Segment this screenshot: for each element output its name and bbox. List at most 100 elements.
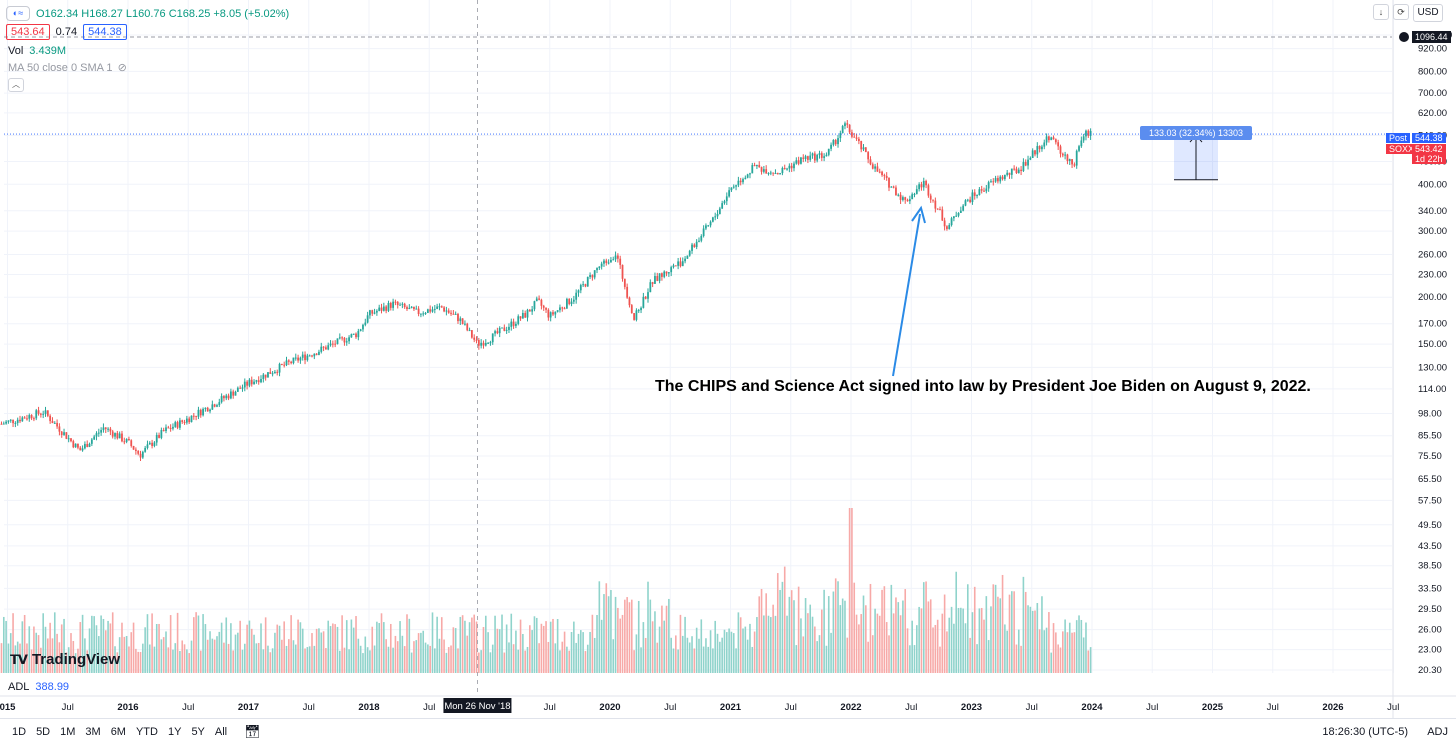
candle-body xyxy=(765,169,768,174)
candle-body xyxy=(723,201,726,204)
candle-body xyxy=(730,187,733,191)
download-arrow-icon[interactable]: ↓ xyxy=(1373,4,1389,20)
currency-select[interactable]: USD xyxy=(1413,4,1443,22)
ask-price[interactable]: 544.38 xyxy=(83,24,127,40)
range-button-6m[interactable]: 6M xyxy=(110,726,126,738)
range-button-all[interactable]: All xyxy=(214,726,228,738)
candle-body xyxy=(753,165,756,167)
post-label-tag: Post xyxy=(1386,133,1411,143)
range-button-ytd[interactable]: YTD xyxy=(135,726,158,738)
candle-body xyxy=(338,337,341,339)
candle-body xyxy=(732,186,735,188)
volume-bar xyxy=(966,584,969,673)
candle-body xyxy=(1064,154,1067,156)
volume-bar xyxy=(30,649,33,673)
range-button-1m[interactable]: 1M xyxy=(60,726,76,738)
candle-body xyxy=(199,409,202,416)
y-tick-label: 38.50 xyxy=(1418,561,1442,572)
candle-body xyxy=(192,415,195,417)
candle-body xyxy=(134,449,137,451)
volume-bar xyxy=(531,630,533,673)
volume-bar xyxy=(77,648,79,673)
range-button-5d[interactable]: 5D xyxy=(36,726,51,738)
candle-body xyxy=(169,427,172,429)
volume-bar xyxy=(487,632,489,673)
volume-bar xyxy=(841,598,844,673)
candle-body xyxy=(241,387,244,389)
range-button-3m[interactable]: 3M xyxy=(85,726,101,738)
candle-body xyxy=(429,309,432,312)
candle-body xyxy=(396,301,399,306)
volume-bar xyxy=(598,581,601,673)
volume-bar xyxy=(111,612,114,673)
candle-body xyxy=(413,306,415,310)
ohlc-legend: ◐≈ O162.34 H168.27 L160.76 C168.25 +8.05… xyxy=(6,6,289,21)
candle-body xyxy=(148,442,151,445)
range-button-1d[interactable]: 1D xyxy=(12,726,27,738)
volume-bar xyxy=(339,650,341,673)
y-tick-label: 43.50 xyxy=(1418,541,1442,552)
candle-body xyxy=(179,420,181,428)
candle-body xyxy=(410,306,413,308)
clock[interactable]: 18:26:30 (UTC-5) xyxy=(1322,726,1408,738)
volume-bar xyxy=(107,620,109,673)
y-tick-label: 29.50 xyxy=(1418,604,1442,615)
volume-bar xyxy=(1048,612,1050,673)
candle-body xyxy=(181,420,184,422)
volume-bar xyxy=(626,597,628,673)
collapse-legend-button[interactable]: ︿ xyxy=(8,78,24,92)
volume-bar xyxy=(7,643,10,673)
x-tick-label: 2018 xyxy=(358,702,379,713)
volume-bar xyxy=(517,649,520,673)
candle-body xyxy=(16,419,19,423)
volume-bar xyxy=(763,615,765,673)
volume-bar xyxy=(816,641,818,673)
volume-bar xyxy=(40,647,42,673)
volume-bar xyxy=(399,621,401,673)
candle-body xyxy=(369,310,371,316)
range-button-5y[interactable]: 5Y xyxy=(191,726,205,738)
volume-bar xyxy=(976,644,978,673)
volume-bar xyxy=(969,637,971,673)
tradingview-logo[interactable]: 𝗧𝗩 TradingView xyxy=(10,651,120,668)
refresh-icon[interactable]: ⟳ xyxy=(1393,4,1409,20)
chips-act-annotation[interactable]: The CHIPS and Science Act signed into la… xyxy=(655,378,1311,395)
candle-body xyxy=(468,330,471,332)
eye-hidden-icon[interactable]: ⊘ xyxy=(117,62,127,74)
x-tick-label: Jul xyxy=(1267,702,1279,713)
candle-body xyxy=(658,273,661,281)
volume-bar xyxy=(526,646,529,673)
volume-bar xyxy=(1080,619,1083,673)
adj-toggle[interactable]: ADJ xyxy=(1427,726,1448,738)
candle-body xyxy=(234,391,237,396)
candle-body xyxy=(976,195,978,197)
volume-bar xyxy=(151,613,153,673)
volume-bar xyxy=(577,633,580,673)
calendar-icon[interactable]: 📅︎ xyxy=(244,724,261,739)
volume-bar xyxy=(132,622,135,673)
candle-body xyxy=(86,443,89,447)
candle-body xyxy=(950,218,953,226)
volume-bar xyxy=(190,640,193,673)
candle-body xyxy=(878,171,881,173)
volume-bar xyxy=(1052,623,1055,673)
candle-body xyxy=(691,244,693,251)
volume-bar xyxy=(649,599,652,673)
volume-bar xyxy=(227,643,230,673)
post-label: Post xyxy=(1389,133,1408,143)
candle-body xyxy=(990,181,992,183)
volume-bar xyxy=(218,631,221,673)
volume-bar xyxy=(341,615,343,673)
volume-bar xyxy=(705,638,707,673)
candle-body xyxy=(871,164,874,169)
candle-body xyxy=(806,156,809,160)
candle-body xyxy=(0,423,3,425)
candle-body xyxy=(874,166,876,169)
y-tick-label: 26.00 xyxy=(1418,625,1442,636)
symbol-toggle-icon[interactable]: ◐≈ xyxy=(6,6,30,21)
bid-price[interactable]: 543.64 xyxy=(6,24,50,40)
volume-bar xyxy=(767,615,770,673)
range-button-1y[interactable]: 1Y xyxy=(167,726,182,738)
candle-body xyxy=(447,310,450,313)
